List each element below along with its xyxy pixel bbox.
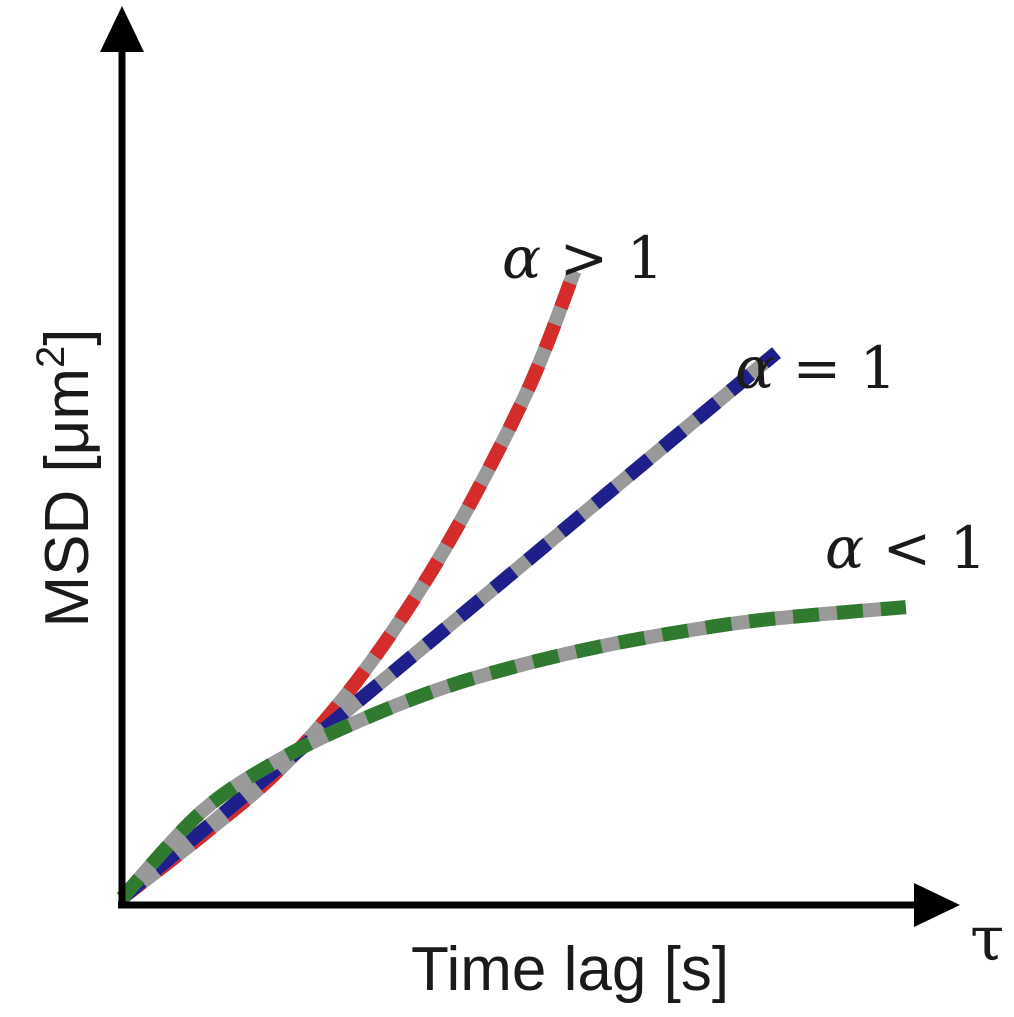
y-axis-label-close: ]: [33, 328, 102, 345]
y-axis-label: MSD [μm2]: [29, 328, 102, 627]
label-alpha-lt-1-text: < 1: [864, 514, 986, 582]
label-alpha-gt-1-text: > 1: [541, 224, 663, 292]
series-2-line: [116, 600, 907, 903]
x-axis-arrow: [914, 883, 960, 927]
label-alpha-lt-1: α < 1: [825, 514, 987, 582]
y-axis-label-sup: 2: [29, 346, 73, 368]
x-axis-symbol: τ: [970, 902, 1004, 975]
label-alpha-eq-1-text: = 1: [774, 334, 896, 402]
series-1-line: [117, 347, 781, 904]
y-axis-label-main: MSD [μm: [33, 368, 102, 628]
label-alpha-gt-1: α > 1: [502, 224, 664, 292]
label-alpha-eq-1: α = 1: [735, 334, 897, 402]
label-alpha-eq-1-symbol: α: [735, 334, 774, 402]
x-axis-label: Time lag [s]: [411, 935, 729, 1004]
label-alpha-gt-1-symbol: α: [502, 224, 541, 292]
y-axis-arrow: [100, 6, 144, 52]
series-2-line-base: [116, 600, 907, 903]
label-alpha-lt-1-symbol: α: [825, 514, 864, 582]
curves-group: [116, 268, 907, 904]
